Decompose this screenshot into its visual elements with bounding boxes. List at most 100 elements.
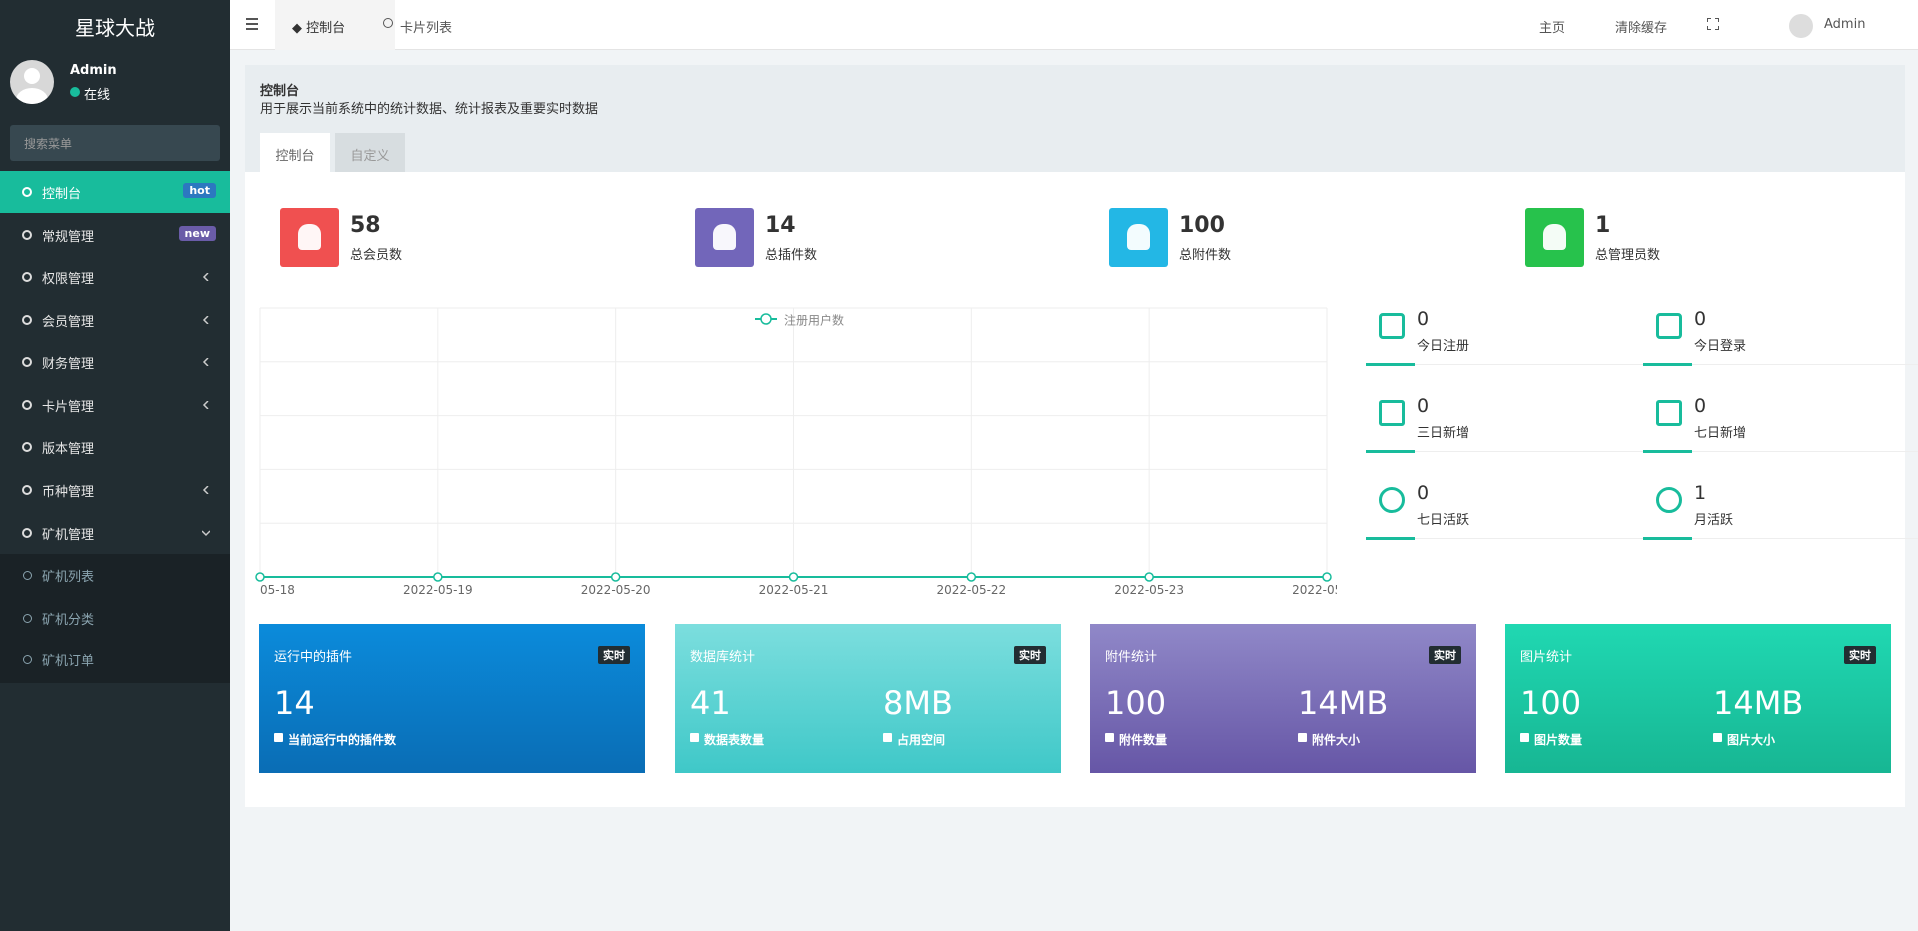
card-value: 14 [274, 684, 315, 722]
card-title: 附件统计 [1105, 650, 1158, 665]
clear-cache-link[interactable]: 清除缓存 [1615, 21, 1668, 36]
card-label-icon [1520, 733, 1529, 742]
menu-label[interactable]: 权限管理 [42, 271, 95, 287]
logo[interactable]: 星球大战 [75, 16, 155, 40]
card-value: 100 [1520, 684, 1582, 722]
mini-rule [1643, 538, 1918, 539]
card-label: 数据表数量 [704, 733, 765, 747]
point [255, 572, 265, 582]
submenu-item[interactable]: 矿机列表 [42, 570, 95, 585]
menu-label[interactable]: 卡片管理 [42, 399, 95, 415]
stat-glyph [1543, 224, 1566, 250]
mini-icon [1656, 487, 1682, 513]
sidebar: 星球大战 Admin 在线 搜索菜单 控制台 hot 常规管理 new 权限管理会员管理… [0, 0, 230, 931]
card-value: 8MB [883, 684, 953, 722]
x-tick-label: 2022-05-18 [225, 583, 295, 597]
status-dot [70, 87, 80, 97]
mini-label: 月活跃 [1694, 513, 1734, 528]
x-tick-label: 2022-05-21 [759, 583, 829, 597]
submenu-item[interactable]: 矿机订单 [42, 654, 95, 669]
card-title: 数据库统计 [690, 650, 756, 665]
card-label-icon [690, 733, 699, 742]
menu-label[interactable]: 会员管理 [42, 314, 95, 330]
mini-rule [1643, 451, 1918, 452]
menu-icon [22, 357, 32, 367]
menu-icon [22, 485, 32, 495]
menu-item[interactable]: 矿机管理 [0, 512, 230, 554]
tab-label[interactable]: 卡片列表 [400, 21, 453, 36]
stat-value: 58 [350, 213, 381, 238]
point [1144, 572, 1154, 582]
menu-item[interactable]: 控制台 hot [0, 171, 230, 213]
user-avatar[interactable] [1789, 14, 1813, 38]
stat-card: 图片统计 实时 100 图片数量 14MB 图片大小 [1505, 624, 1891, 773]
menu-item[interactable]: 财务管理 [0, 341, 230, 383]
card-label: 占用空间 [897, 733, 946, 747]
chevron [202, 530, 210, 537]
menu-label[interactable]: 常规管理 [42, 229, 95, 245]
submenu-icon [23, 614, 32, 623]
page-title: 控制台 [260, 84, 300, 99]
stat-card: 数据库统计 实时 41 数据表数量 8MB 占用空间 [675, 624, 1061, 773]
user-name[interactable]: Admin [1824, 17, 1866, 32]
home-link[interactable]: 主页 [1539, 21, 1566, 36]
tab[interactable]: ◆ 控制台 [292, 21, 346, 36]
stat-icon [1525, 208, 1584, 267]
mini-value: 1 [1694, 482, 1707, 504]
mini-icon [1656, 313, 1682, 339]
card-title: 运行中的插件 [274, 650, 353, 665]
stat-value: 1 [1595, 213, 1611, 238]
stat-value: 100 [1179, 213, 1225, 238]
header-tab[interactable]: 自定义 [335, 133, 405, 172]
user-status: 在线 [84, 88, 111, 103]
menu-item[interactable]: 会员管理 [0, 299, 230, 341]
tab-label[interactable]: 控制台 [306, 21, 346, 36]
menu-label[interactable]: 版本管理 [42, 441, 95, 457]
menu-item[interactable]: 币种管理 [0, 469, 230, 511]
point [788, 572, 799, 582]
menu-item[interactable]: 权限管理 [0, 256, 230, 298]
mini-rule [1366, 451, 1646, 452]
user-name: Admin [70, 63, 117, 78]
menu-icon [22, 442, 32, 452]
x-tick-label: 2022-05-19 [403, 583, 473, 597]
x-tick-label: 2022-05-23 [1114, 583, 1184, 597]
menu-label[interactable]: 财务管理 [42, 356, 95, 372]
card-value: 14MB [1713, 684, 1804, 722]
mini-rule [1366, 538, 1646, 539]
menu-icon [22, 230, 32, 240]
stat-glyph [298, 224, 321, 250]
card-label: 当前运行中的插件数 [288, 733, 397, 747]
mini-value: 0 [1417, 395, 1430, 417]
menu-badge: new [178, 226, 216, 241]
menu-toggle[interactable] [246, 18, 260, 30]
submenu [0, 554, 230, 683]
chevron [202, 486, 209, 494]
submenu-item[interactable]: 矿机分类 [42, 613, 95, 628]
stat-glyph [1127, 224, 1150, 250]
submenu-icon [23, 655, 32, 664]
menu-item[interactable]: 卡片管理 [0, 384, 230, 426]
legend-label: 注册用户数 [784, 313, 844, 328]
header-tab[interactable]: 控制台 [260, 133, 330, 172]
point [610, 572, 621, 582]
menu-label[interactable]: 控制台 [42, 186, 82, 202]
tab-active[interactable] [275, 0, 395, 50]
mini-label: 七日活跃 [1417, 513, 1470, 528]
point [1322, 572, 1332, 582]
card-title: 图片统计 [1520, 650, 1573, 665]
mini-icon [1379, 313, 1405, 339]
stat-icon [280, 208, 339, 267]
avatar [10, 60, 54, 104]
stat-value: 14 [765, 213, 796, 238]
menu-label[interactable]: 矿机管理 [42, 527, 95, 543]
card-label: 图片数量 [1534, 733, 1583, 747]
menu-item[interactable]: 版本管理 [0, 426, 230, 468]
stat-label: 总附件数 [1179, 248, 1232, 263]
search-box[interactable]: 搜索菜单 [10, 125, 220, 161]
menu-item[interactable]: 常规管理 new [0, 214, 230, 256]
menu-label[interactable]: 币种管理 [42, 484, 95, 500]
card-badge: 实时 [598, 646, 630, 664]
menu-icon [22, 528, 32, 538]
mini-label: 今日登录 [1694, 339, 1747, 354]
